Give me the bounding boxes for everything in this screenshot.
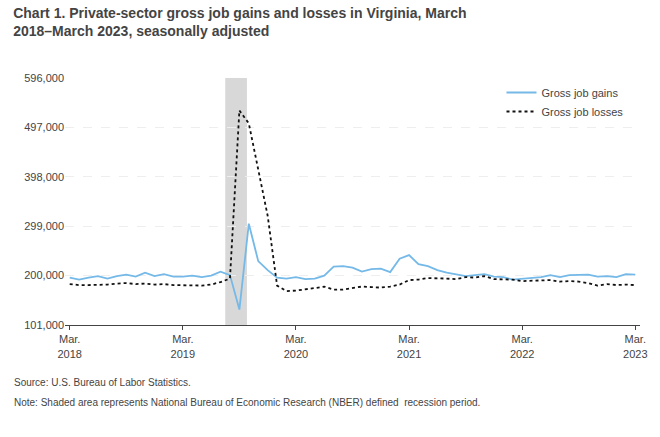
svg-text:Mar.2018: Mar.2018: [57, 333, 81, 359]
svg-text:Mar.2022: Mar.2022: [510, 333, 534, 359]
svg-text:398,000: 398,000: [24, 171, 64, 183]
svg-text:299,000: 299,000: [24, 220, 64, 232]
svg-text:Chart 1. Private-sector gross: Chart 1. Private-sector gross job gains …: [13, 5, 466, 39]
svg-text:200,000: 200,000: [24, 269, 64, 281]
svg-text:Mar.2019: Mar.2019: [171, 333, 195, 359]
svg-text:Mar.2023: Mar.2023: [623, 333, 647, 359]
svg-text:Gross job losses: Gross job losses: [542, 106, 624, 118]
svg-text:Mar.2021: Mar.2021: [397, 333, 421, 359]
svg-text:Gross job gains: Gross job gains: [542, 87, 619, 99]
svg-text:Source: U.S. Bureau of Labor S: Source: U.S. Bureau of Labor Statistics.: [14, 377, 191, 388]
svg-text:Mar.2020: Mar.2020: [284, 333, 308, 359]
svg-text:101,000: 101,000: [24, 319, 64, 331]
svg-text:497,000: 497,000: [24, 121, 64, 133]
svg-text:596,000: 596,000: [24, 72, 64, 84]
svg-text:Note: Shaded area represents N: Note: Shaded area represents National Bu…: [14, 397, 480, 408]
